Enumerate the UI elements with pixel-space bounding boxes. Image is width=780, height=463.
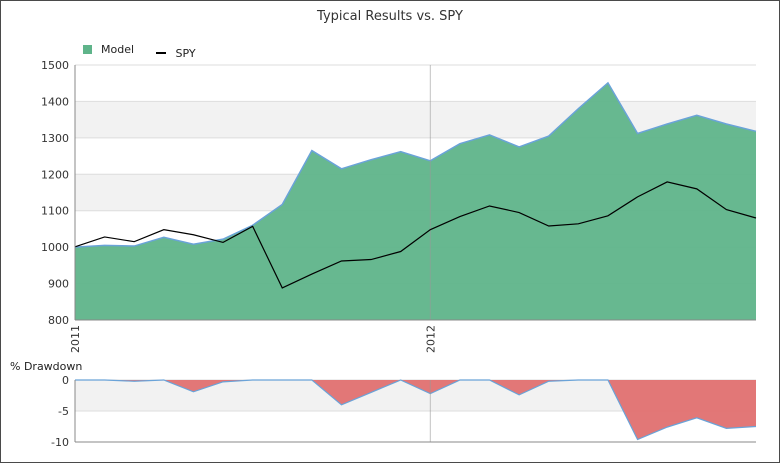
- dd-y-tick-label: -5: [58, 405, 69, 418]
- spy-line: [74, 181, 757, 289]
- y-tick-label: 800: [48, 314, 69, 327]
- model-line: [74, 81, 757, 248]
- chart-title: Typical Results vs. SPY: [317, 9, 463, 24]
- y-tick-label: 1100: [41, 205, 69, 218]
- legend-swatch-spy: [155, 52, 166, 54]
- y-tick-label: 900: [48, 278, 69, 291]
- y-tick-label: 1000: [41, 241, 69, 254]
- legend-item-spy: SPY: [155, 46, 196, 60]
- y-tick-label: 1400: [41, 95, 69, 108]
- y-tick-label: 1500: [41, 59, 69, 72]
- dd-y-tick-label: 0: [62, 374, 69, 387]
- drawdown-title: % Drawdown: [10, 360, 83, 373]
- legend-label-spy: SPY: [175, 46, 196, 60]
- model-area: [75, 82, 756, 320]
- drawdown-area: [75, 380, 756, 440]
- dd-y-tick-label: -10: [51, 436, 69, 449]
- legend-item-model: Model: [83, 43, 134, 56]
- x-tick-label: 2011: [69, 325, 82, 353]
- x-tick-label: 2012: [424, 325, 437, 353]
- legend: Model SPY: [83, 43, 214, 60]
- legend-label-model: Model: [101, 43, 135, 56]
- drawdown-line: [75, 379, 757, 441]
- legend-swatch-model: [83, 45, 92, 54]
- y-tick-label: 1300: [41, 132, 69, 145]
- y-tick-label: 1200: [41, 168, 69, 181]
